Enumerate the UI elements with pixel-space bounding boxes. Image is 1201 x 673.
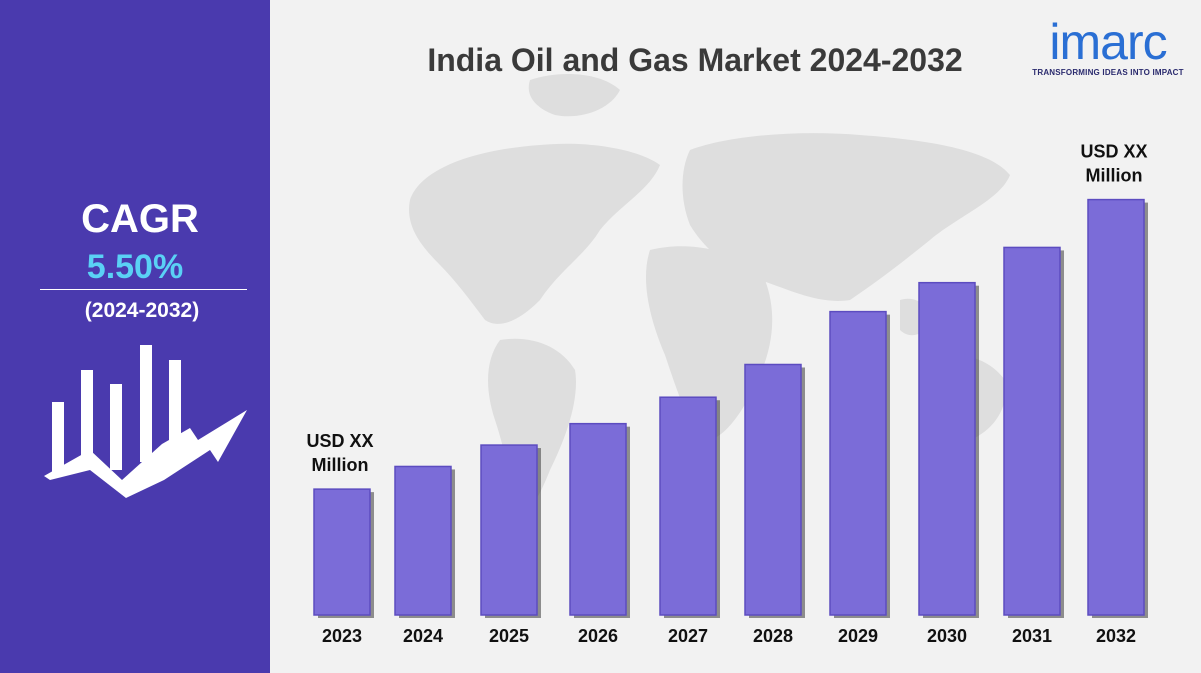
- bar-2032: [1087, 198, 1145, 616]
- bar-chart-growth-arrow-icon: [44, 345, 247, 498]
- bar-2031: [1003, 246, 1061, 616]
- cagr-divider: [40, 289, 247, 290]
- bar-2026: [569, 422, 627, 616]
- cagr-label: CAGR: [81, 197, 199, 241]
- logo-wordmark: imarc: [1049, 14, 1167, 70]
- logo-tagline: TRANSFORMING IDEAS INTO IMPACT: [1032, 68, 1184, 77]
- x-tick-2030: 2030: [927, 626, 967, 646]
- bar-2023: [313, 488, 371, 616]
- chart-title: India Oil and Gas Market 2024-2032: [427, 42, 963, 78]
- imarc-logo: imarc TRANSFORMING IDEAS INTO IMPACT: [1028, 8, 1188, 80]
- bar-2030: [918, 281, 976, 616]
- bar-2029: [829, 310, 887, 616]
- bar-2024: [394, 465, 452, 616]
- cagr-value: 5.50%: [86, 248, 184, 286]
- x-tick-2026: 2026: [578, 626, 618, 646]
- x-tick-2028: 2028: [753, 626, 793, 646]
- x-tick-2029: 2029: [838, 626, 878, 646]
- x-tick-2025: 2025: [489, 626, 529, 646]
- value-label-2023: USD XX Million: [306, 431, 373, 475]
- value-label-2032: USD XX Million: [1080, 142, 1147, 186]
- x-tick-2031: 2031: [1012, 626, 1052, 646]
- x-tick-2027: 2027: [668, 626, 708, 646]
- x-tick-2024: 2024: [403, 626, 443, 646]
- x-tick-2023: 2023: [322, 626, 362, 646]
- x-tick-2032: 2032: [1096, 626, 1136, 646]
- bar-2025: [480, 444, 538, 616]
- cagr-period: (2024-2032): [84, 299, 200, 322]
- bar-2027: [659, 396, 717, 616]
- cagr-panel: CAGR 5.50% (2024-2032): [0, 0, 270, 673]
- bar-2028: [744, 363, 802, 616]
